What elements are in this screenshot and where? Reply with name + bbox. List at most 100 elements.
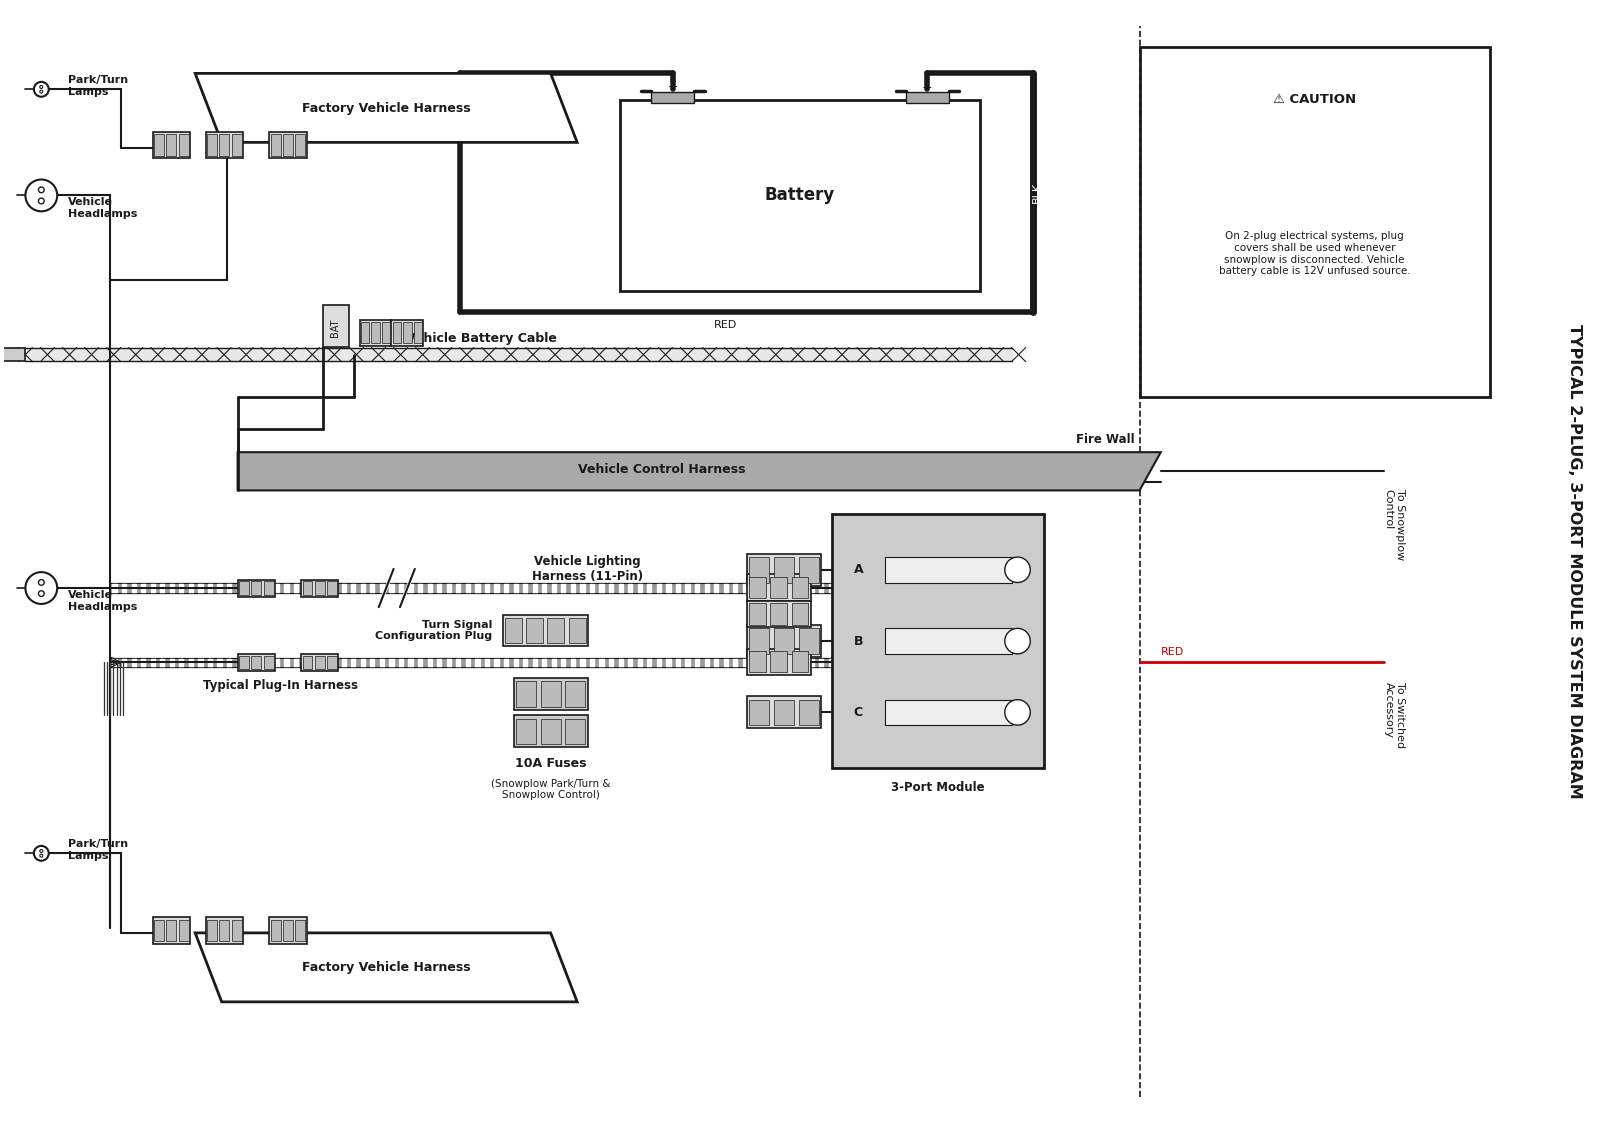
Bar [547,618,565,643]
Bar [792,651,808,673]
Bar [315,582,325,595]
Text: TYPICAL 2-PLUG, 3-PORT MODULE SYSTEM DIAGRAM: TYPICAL 2-PLUG, 3-PORT MODULE SYSTEM DIA… [1566,325,1582,798]
Bar [371,322,379,344]
Bar [152,131,190,158]
Bar [774,629,794,654]
Bar [747,648,811,675]
Text: Turn Signal
Configuration Plug: Turn Signal Configuration Plug [374,620,493,641]
Bar [206,917,243,943]
Circle shape [26,572,58,604]
Bar [832,513,1045,768]
Text: Factory Vehicle Harness: Factory Vehicle Harness [302,102,470,115]
Bar [238,656,248,669]
Bar [296,135,306,156]
Text: Typical Plug-In Harness: Typical Plug-In Harness [203,679,357,692]
Bar [747,601,811,628]
Bar [885,629,1013,654]
Text: RED: RED [1160,647,1184,657]
Bar [166,135,176,156]
Bar [154,135,163,156]
Bar [403,322,411,344]
Text: To Snowplow
Control: To Snowplow Control [1384,489,1405,560]
Text: C: C [854,706,862,719]
Bar [541,719,560,745]
Text: BAT: BAT [330,319,341,337]
Bar [798,629,819,654]
Bar [792,577,808,599]
Bar [798,700,819,725]
Bar [515,719,536,745]
Text: ⚠ CAUTION: ⚠ CAUTION [1274,93,1357,107]
Bar [219,920,229,941]
Circle shape [26,180,58,211]
Bar [749,557,770,583]
Bar [283,920,293,941]
Text: Vehicle Battery Cable: Vehicle Battery Cable [406,332,557,345]
Polygon shape [195,933,578,1002]
Bar [251,656,261,669]
Bar [0,348,26,362]
Bar [238,582,248,595]
Bar [749,577,766,599]
Bar [179,135,189,156]
Bar [166,920,176,941]
Bar [270,135,280,156]
Text: 10A Fuses: 10A Fuses [515,757,586,769]
Bar [798,557,819,583]
Bar [747,554,821,586]
Circle shape [34,82,48,97]
Bar [238,579,275,596]
Bar [770,603,787,624]
Bar [283,135,293,156]
Bar [382,322,390,344]
Bar [747,574,811,601]
Bar [770,651,787,673]
Polygon shape [195,73,578,143]
Bar [315,656,325,669]
Bar [360,320,392,346]
Bar [154,920,163,941]
Text: 3-Port Module: 3-Port Module [891,780,984,794]
Bar [747,696,821,729]
Bar [502,614,587,647]
Bar [651,92,694,103]
Bar [392,322,402,344]
Bar [232,920,242,941]
Circle shape [1005,557,1030,583]
Bar [749,651,766,673]
Text: Fire Wall: Fire Wall [1075,433,1134,446]
Circle shape [34,846,48,860]
Bar [179,920,189,941]
Bar [206,920,218,941]
Bar [328,582,338,595]
Bar [885,700,1013,725]
Text: Park/Turn
Lamps: Park/Turn Lamps [67,75,128,97]
Bar [906,92,949,103]
Bar [414,322,422,344]
Bar [770,577,787,599]
Bar [232,135,242,156]
Bar [749,629,770,654]
Text: −: − [667,81,678,93]
Bar [251,582,261,595]
Text: Vehicle
Headlamps: Vehicle Headlamps [67,590,138,612]
Text: On 2-plug electrical systems, plug
covers shall be used whenever
snowplow is dis: On 2-plug electrical systems, plug cover… [1219,231,1411,276]
Bar [1139,47,1490,398]
Text: Park/Turn
Lamps: Park/Turn Lamps [67,839,128,861]
Text: Vehicle Control Harness: Vehicle Control Harness [578,463,746,476]
Bar [774,700,794,725]
Bar [206,131,243,158]
Bar [774,557,794,583]
Bar [526,618,544,643]
Text: Vehicle Lighting
Harness (11-Pin): Vehicle Lighting Harness (11-Pin) [533,555,643,583]
Bar [565,719,586,745]
Bar [565,682,586,706]
Text: To Switched
Accessory: To Switched Accessory [1384,683,1405,748]
Bar [328,656,338,669]
Bar [514,678,587,710]
Bar [302,582,312,595]
Text: Vehicle
Headlamps: Vehicle Headlamps [67,198,138,219]
Text: BLK: BLK [1032,182,1042,203]
Text: (Snowplow Park/Turn &
Snowplow Control): (Snowplow Park/Turn & Snowplow Control) [491,779,610,801]
Bar [301,579,339,596]
